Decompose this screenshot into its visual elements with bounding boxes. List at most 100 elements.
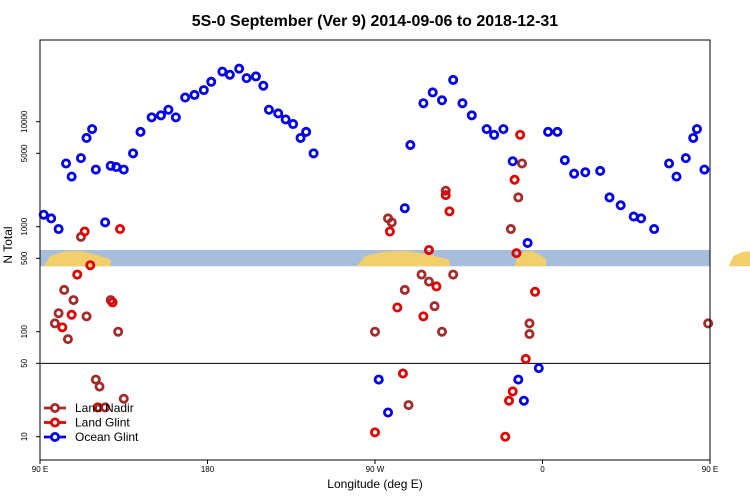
land-nadir-point [524,318,535,329]
legend-item: Land Glint [44,416,130,430]
ocean-glint-point [38,209,49,220]
legend-label: Land Nadir [75,401,134,415]
land-glint-point [440,190,451,201]
ocean-glint-point [100,217,111,228]
land-patch [356,250,450,267]
land-glint-point [369,427,380,438]
ocean-glint-point [418,98,429,109]
ocean-glint-point [46,213,57,224]
land-glint-point [500,431,511,442]
ocean-glint-point [280,114,291,125]
ocean-glint-point [569,168,580,179]
legend-item: Ocean Glint [44,430,139,444]
land-glint-point [79,226,90,237]
land-glint-point [384,226,395,237]
land-glint-point [423,244,434,255]
land-nadir-point [59,284,70,295]
ocean-glint-point [552,126,563,137]
ocean-glint-point [448,74,459,85]
x-tick-label: 90 E [32,465,48,474]
land-glint-point [392,302,403,313]
land-patch [728,251,750,267]
land-nadir-point [62,334,73,345]
ocean-glint-point [263,104,274,115]
land-nadir-point [403,400,414,411]
x-tick-label: 0 [540,465,545,474]
land-nadir-point [113,326,124,337]
y-axis: 10 50 100 500 1000 5000 10000 [20,110,40,441]
ocean-glint-point [688,132,699,143]
ocean-glint-point [405,139,416,150]
ocean-glint-point [664,158,675,169]
land-nadir-point [436,326,447,337]
land-nadir-point [703,318,714,329]
land-glint-point [530,286,541,297]
ocean-glint-point [649,224,660,235]
ocean-glint-point [61,158,72,169]
land-nadir-point [517,158,528,169]
ocean-glint-point [671,171,682,182]
land-nadir-point [49,318,60,329]
ocean-glint-point [615,200,626,211]
legend-label: Ocean Glint [75,430,139,444]
land-nadir-point [94,381,105,392]
land-nadir-point [440,185,451,196]
ocean-glint-point [308,148,319,159]
land-nadir-point [524,329,535,340]
legend-label: Land Glint [75,416,130,430]
land-nadir-point [416,269,427,280]
land-nadir-point [505,224,516,235]
y-tick-label: 500 [20,251,29,265]
ocean-glint-point [234,63,245,74]
ocean-glint-point [522,237,533,248]
x-tick-label: 180 [201,465,215,474]
ocean-glint-point [198,85,209,96]
ocean-glint-point [128,148,139,159]
ocean-glint-point [163,104,174,115]
ocean-glint-point [189,89,200,100]
ocean-glint-point [399,203,410,214]
ocean-glint-point [53,224,64,235]
land-glint-point [509,174,520,185]
y-tick-label: 1000 [20,217,29,235]
ocean-glint-point [457,98,468,109]
ocean-glint-point [241,73,252,84]
land-glint-point [418,311,429,322]
y-axis-label: N Total [1,226,15,263]
ocean-glint-point [373,374,384,385]
land-nadir-point [90,374,101,385]
ocean-glint-point [595,165,606,176]
land-glint-point [444,206,455,217]
chart-title: 5S-0 September (Ver 9) 2014-09-06 to 201… [192,13,559,30]
y-tick-label: 10000 [20,110,29,133]
ocean-glint-point [273,108,284,119]
ocean-glint-point [580,167,591,178]
land-nadir-point [53,308,64,319]
land-patch [514,250,547,267]
land-nadir-point [81,311,92,322]
ocean-glint-point [680,153,691,164]
ocean-glint-point [295,132,306,143]
land-nadir-point [423,276,434,287]
ocean-glint-point [288,119,299,130]
land-glint-point [72,269,83,280]
land-glint-point [503,395,514,406]
land-glint-point [92,402,103,413]
land-glint-point [511,248,522,259]
x-axis-label: Longitude (deg E) [327,477,422,491]
ocean-glint-point [636,213,647,224]
land-nadir-point [399,284,410,295]
ocean-glint-point [559,155,570,166]
ocean-glint-point [691,124,702,135]
ocean-glint-point [383,407,394,418]
ocean-glint-point [699,164,710,175]
legend-swatch-marker [50,431,61,442]
ocean-glint-point [481,124,492,135]
ocean-glint-point [427,87,438,98]
y-tick-label: 50 [20,358,29,367]
ocean-glint-point [66,171,77,182]
ocean-glint-point [466,110,477,121]
ocean-glint-point [155,110,166,121]
legend-item: Land Nadir [44,401,134,415]
